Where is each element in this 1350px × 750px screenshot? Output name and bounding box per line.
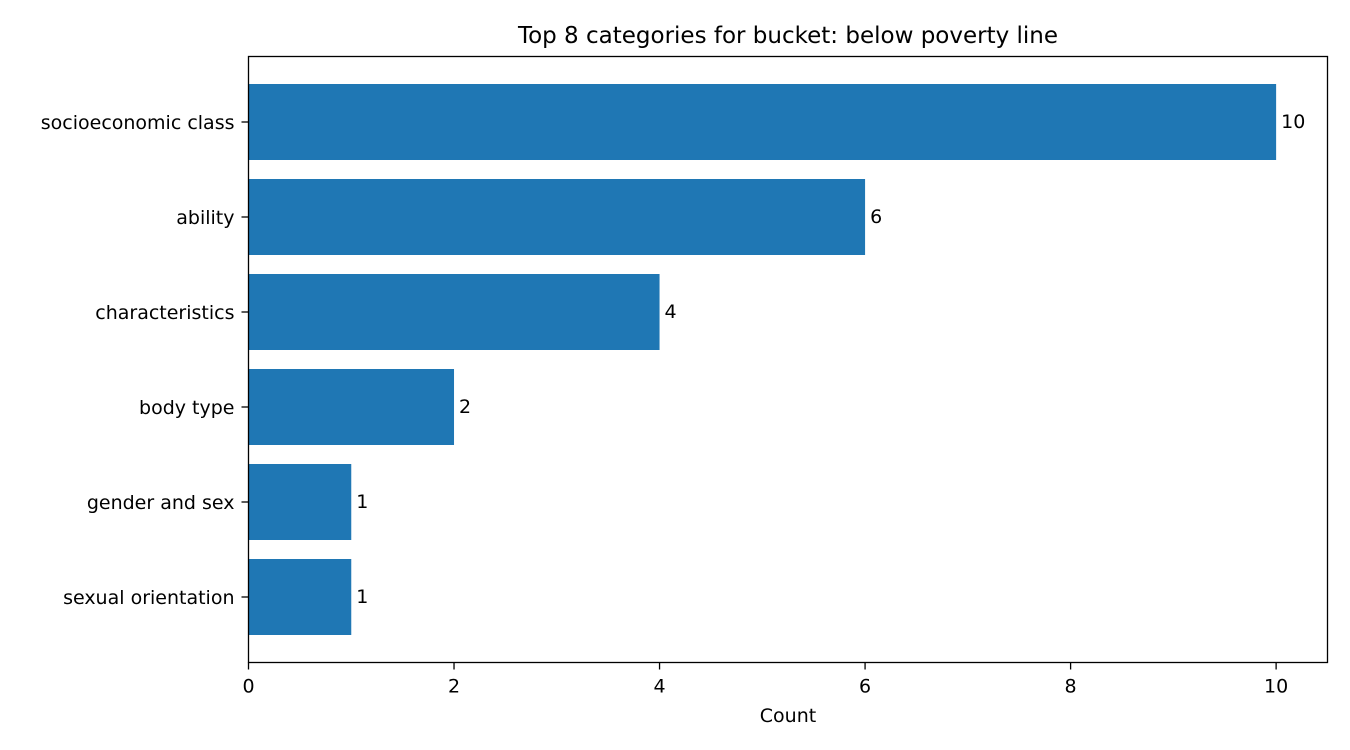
value-label: 1 [356,586,368,608]
x-tick-label: 8 [1065,676,1077,698]
value-label: 10 [1281,111,1305,133]
y-tick-label: characteristics [95,302,234,324]
chart-title: Top 8 categories for bucket: below pover… [517,23,1058,49]
bar-sexual-orientation [248,559,352,635]
bar-socioeconomic-class [248,84,1277,160]
y-tick-label: ability [176,207,234,229]
x-axis: 0 2 4 6 8 10 [242,662,1288,698]
plot-frame [247,55,1329,664]
x-tick-label: 10 [1264,676,1288,698]
x-axis-label: Count [760,705,816,727]
bar-ability [248,179,866,255]
value-label: 6 [870,206,882,228]
value-label: 4 [665,301,677,323]
y-tick-label: gender and sex [87,492,235,514]
y-tick-label: body type [139,397,234,419]
value-label: 1 [356,491,368,513]
x-tick-label: 2 [448,676,460,698]
y-tick-label: socioeconomic class [41,112,235,134]
value-labels: 10 6 4 2 1 1 [356,111,1305,608]
bars [248,84,1277,635]
y-axis: socioeconomic class ability characteristic… [41,112,249,609]
bar-gender-and-sex [248,464,352,540]
value-label: 2 [459,396,471,418]
x-tick-label: 0 [242,676,254,698]
x-tick-label: 4 [654,676,666,698]
bar-body-type [248,369,455,445]
bar-characteristics [248,274,660,350]
x-tick-label: 6 [859,676,871,698]
y-tick-label: sexual orientation [63,587,234,609]
